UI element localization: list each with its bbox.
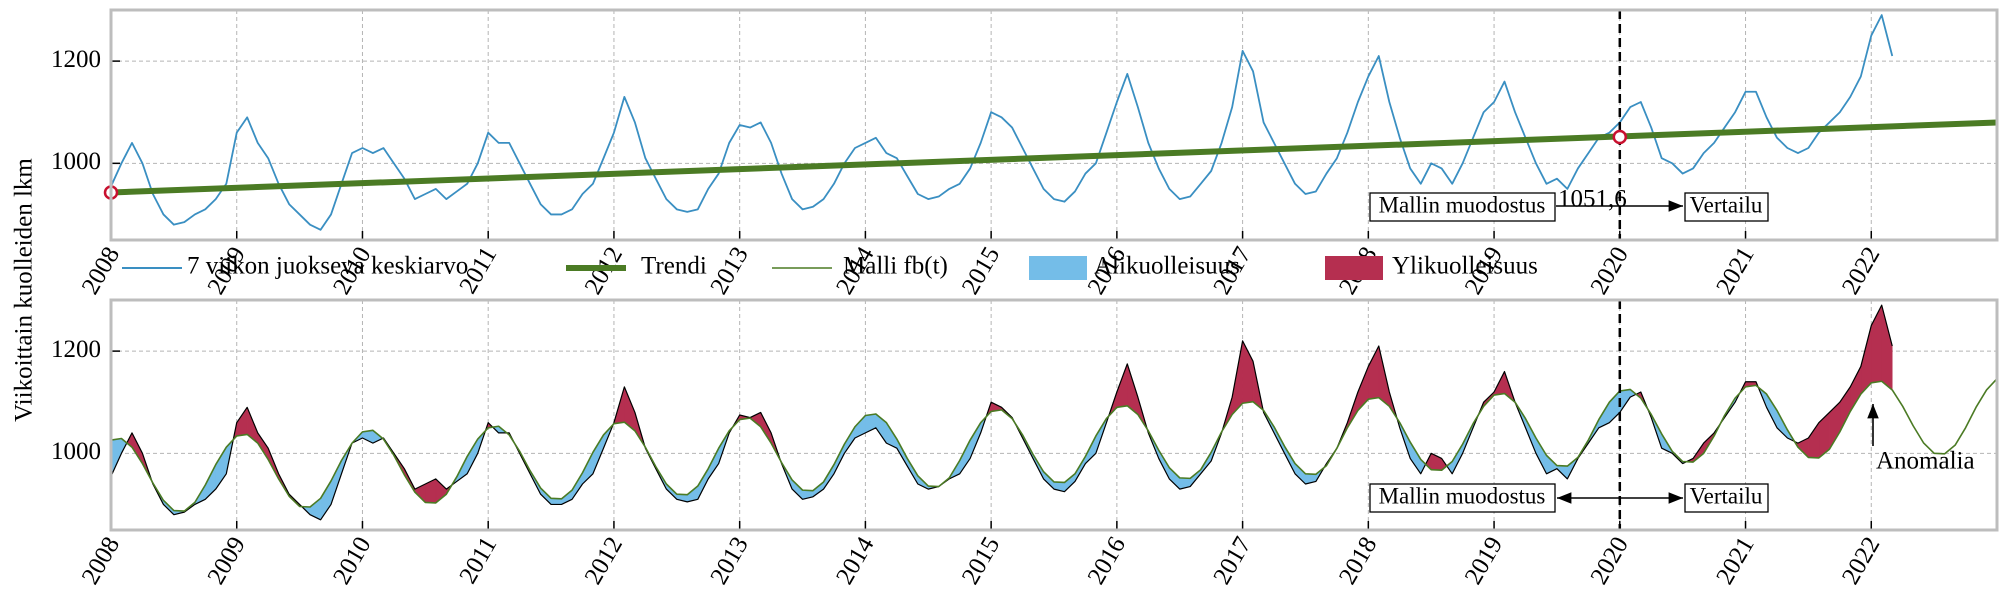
fill-area [854,414,866,439]
series-line [111,119,1997,196]
trend-point [1612,129,1628,145]
bottom-annotations: Mallin muodostus Vertailu Anomalia [1369,404,1975,513]
series-line [111,304,1893,521]
plot-frame [109,8,1999,242]
x-tick-label: 2020 [1586,242,1634,299]
x-tick-label: 2022 [1837,532,1885,589]
y-tick-label: 1200 [51,336,101,363]
annotation: Anomalia [1876,448,1975,475]
annotation-box [1684,483,1769,513]
legend-swatch [1325,256,1383,280]
fill-area [1116,363,1128,408]
x-tick-label: 2019 [1460,532,1508,589]
x-tick-label: 2008 [77,242,125,299]
x-tick-label: 2008 [77,532,125,589]
fill-area [1881,305,1893,391]
panel: 2008 2009 2010 2011 2012 2013 2014 2015 2016 2017… [51,298,1999,589]
annotation: Mallin muodostus [1379,192,1546,217]
point-label: 1051,6 [1558,186,1627,213]
legend-label: Malli fb(t) [843,253,948,280]
x-tick-label: 2016 [1083,532,1131,589]
fill-area [1619,389,1631,414]
fill-area [1368,345,1380,400]
x-tick-label: 2020 [1586,532,1634,589]
legend-label: 7 viikon juokseva keskiarvo [187,253,468,280]
fill-area [330,460,342,505]
x-tick-label: 2013 [705,532,753,589]
fill-area [1829,401,1841,451]
annotation-box [1684,192,1769,222]
y-tick-label: 1200 [51,46,101,73]
annotation: Vertailu [1690,192,1763,217]
x-tick-label: 2021 [1711,532,1759,589]
series-line [111,14,1894,231]
fill-area [592,434,604,474]
x-tick-label: 2018 [1334,532,1382,589]
marks [111,304,1997,521]
x-tick-label: 2010 [328,532,376,589]
x-tick-label: 2022 [1837,242,1885,299]
plot-frame [109,298,1999,532]
x-tick-label: 2009 [203,532,251,589]
x-tick-label: 2011 [454,532,502,588]
x-tick-label: 2021 [1711,242,1759,299]
annotation: Vertailu [1690,483,1763,508]
series-line [111,378,1997,512]
y-tick-label: 1000 [51,148,101,175]
x-tick-label: 2014 [831,532,880,589]
x-tick-label: 2015 [957,532,1005,589]
legend-label: Alikuolleisuus [1094,253,1240,280]
fill-area [1850,366,1862,413]
x-tick-label: 2017 [1208,532,1256,589]
fill-area [1169,467,1180,490]
x-tick-label: 2012 [580,532,628,589]
fill-area [1808,421,1820,459]
x-tick-label: 2013 [705,242,753,299]
fill-area [1294,462,1306,485]
fill-area [320,480,332,521]
y-tick-label: 1000 [51,438,101,465]
x-tick-label: 2015 [957,242,1005,299]
fill-area [425,478,437,504]
top-annotations: Mallin muodostus 1051,6 Vertailu [1369,186,1769,222]
legend: 7 viikon juokseva keskiarvo Trendi Malli f… [122,253,1538,280]
annotation-box [1369,483,1556,513]
y-axis-label: Viikoittain kuolleiden lkm [11,158,38,422]
annotation-box [1369,192,1556,222]
legend-swatch [1029,256,1087,280]
legend-label: Ylikuolleisuus [1392,253,1538,280]
annotation: Mallin muodostus [1379,483,1546,508]
marks [111,14,1997,231]
fill-area [1871,304,1882,384]
fill-area [236,406,248,437]
legend-label: Trendi [641,253,707,280]
